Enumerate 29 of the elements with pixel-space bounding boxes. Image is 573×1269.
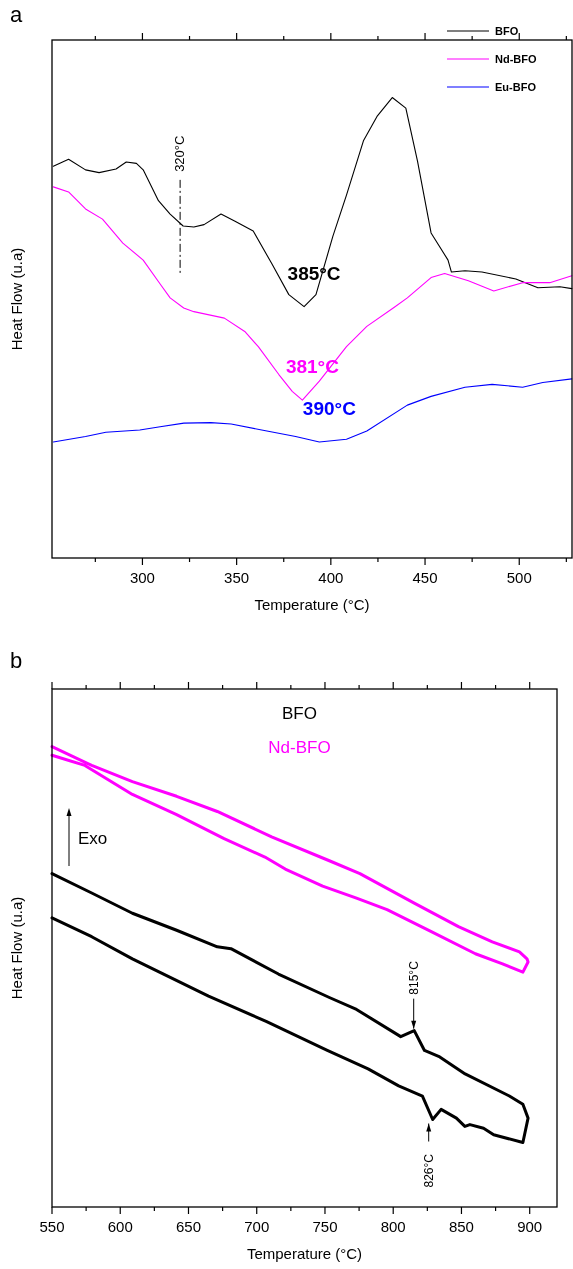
x-tick-label: 700 [244,1218,270,1235]
x-tick-label: 400 [318,569,344,586]
y-axis-title: Heat Flow (u.a) [8,247,25,351]
x-axis-title: Temperature (°C) [246,1245,363,1262]
legend-label: BFO [495,25,519,37]
legend-label: Eu-BFO [495,81,537,93]
chart-title: a [10,2,23,27]
text: Nd-BFO [268,738,331,757]
x-axis-title: Temperature (°C) [254,596,370,613]
x-tick-label: 550 [39,1218,65,1235]
x-tick-label: 850 [448,1218,474,1235]
x-tick-label: 600 [107,1218,133,1235]
x-tick-label: 900 [517,1218,543,1235]
x-tick-label: 350 [224,569,250,586]
x-tick-label: 750 [312,1218,338,1235]
annotation: 826°C [421,1153,436,1188]
chart-title: b [10,648,23,673]
x-tick-label: 800 [380,1218,406,1235]
x-tick-label: 650 [175,1218,201,1235]
ref-line-label: 320°C [172,135,188,172]
x-tick-label: 300 [129,569,155,586]
x-tick-label: 450 [412,569,438,586]
y-axis-title: Heat Flow (u.a) [8,896,25,1000]
annotation: 815°C [406,960,421,995]
x-tick-label: 500 [506,569,532,586]
annotation: 390°C [302,397,357,419]
legend-label: BFO [282,704,317,723]
annotation: Exo [78,829,108,848]
legend-label: Nd-BFO [495,53,537,65]
